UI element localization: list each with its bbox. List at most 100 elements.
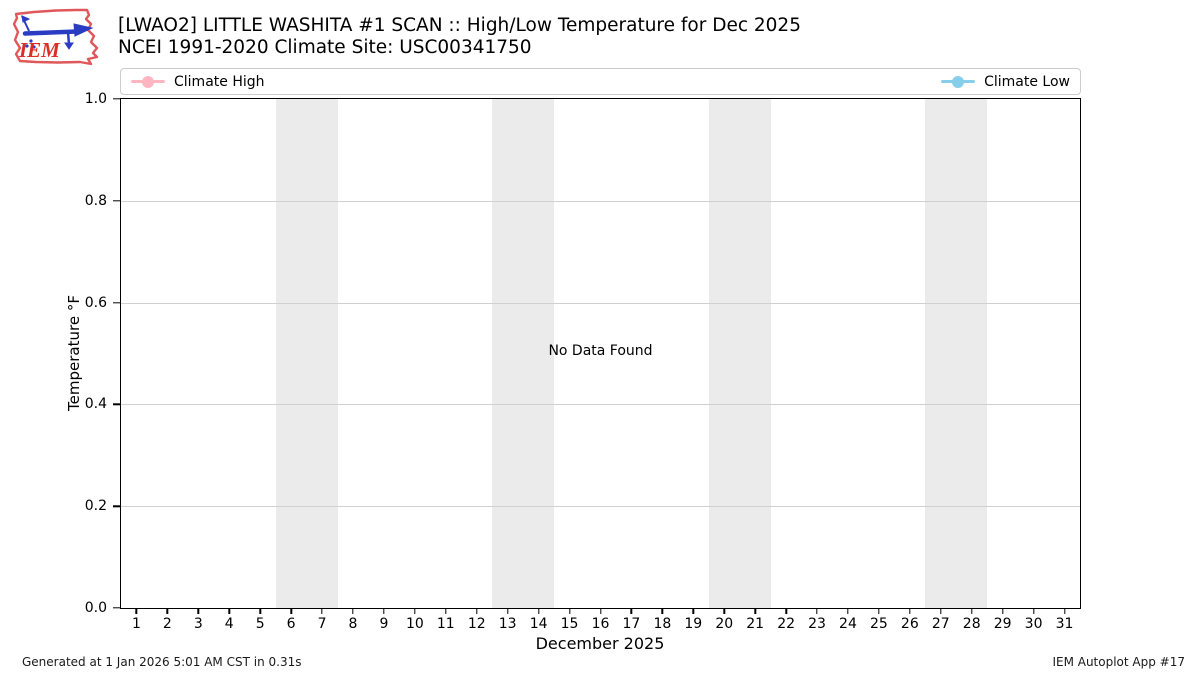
x-tick-mark xyxy=(568,609,571,614)
footer-generated-text: Generated at 1 Jan 2026 5:01 AM CST in 0… xyxy=(22,655,302,669)
footer-app-text: IEM Autoplot App #17 xyxy=(1052,655,1185,669)
x-tick-mark xyxy=(847,609,849,614)
x-tick-mark xyxy=(135,609,138,614)
x-tick-mark xyxy=(1063,609,1066,614)
x-tick-mark xyxy=(692,609,694,614)
weekend-band xyxy=(708,99,771,608)
x-tick-mark xyxy=(197,609,200,614)
x-tick-mark xyxy=(506,609,509,614)
title-line-1: [LWAO2] LITTLE WASHITA #1 SCAN :: High/L… xyxy=(118,15,801,36)
x-tick-label: 17 xyxy=(622,616,641,632)
x-tick-label: 4 xyxy=(224,616,234,632)
x-tick-mark xyxy=(785,609,787,614)
x-tick-mark xyxy=(723,609,725,614)
legend-label-climate-high: Climate High xyxy=(174,73,265,90)
x-tick-label: 10 xyxy=(405,616,424,632)
x-tick-label: 2 xyxy=(162,616,172,632)
y-tick-label: 1.0 xyxy=(84,91,107,107)
x-tick-label: 1 xyxy=(131,616,141,632)
x-tick-label: 8 xyxy=(348,616,358,632)
title-line-2: NCEI 1991-2020 Climate Site: USC00341750 xyxy=(118,37,532,58)
weekend-band xyxy=(492,99,555,608)
x-tick-mark xyxy=(352,609,354,614)
y-gridline xyxy=(121,200,1080,202)
x-tick-mark xyxy=(1032,609,1035,614)
gridlines-layer xyxy=(121,99,1080,608)
weekend-band xyxy=(275,99,338,608)
x-tick-mark xyxy=(878,609,880,614)
no-data-message: No Data Found xyxy=(548,343,653,360)
y-tick-mark xyxy=(113,98,120,100)
y-tick-mark xyxy=(113,607,120,609)
logo-text: IEM xyxy=(18,38,61,62)
x-tick-label: 21 xyxy=(746,616,765,632)
x-tick-mark xyxy=(754,609,756,614)
x-tick-mark xyxy=(476,609,478,614)
x-tick-mark xyxy=(321,609,323,614)
x-tick-label: 30 xyxy=(1024,616,1043,632)
legend-item-climate-low: Climate Low xyxy=(941,74,1070,90)
legend-item-climate-high: Climate High xyxy=(131,74,265,90)
y-axis: 0.0 0.2 0.4 0.6 0.8 1.0 xyxy=(0,91,120,616)
x-tick-mark xyxy=(414,609,416,614)
y-tick-mark xyxy=(113,505,120,507)
x-tick-mark xyxy=(259,609,261,614)
x-tick-label: 9 xyxy=(379,616,389,632)
y-tick-label: 0.2 xyxy=(84,498,107,515)
x-tick-label: 28 xyxy=(962,616,981,632)
x-tick-mark xyxy=(816,609,818,614)
weekend-band xyxy=(925,99,988,608)
x-axis: 1 2 3 4 5 6 7 8 9 10 11 12 13 14 15 16 17 18 19 20 21 22 23 24 2… xyxy=(120,609,1081,637)
y-tick-label: 0.4 xyxy=(84,396,107,413)
y-tick-label: 0.0 xyxy=(84,600,107,616)
x-tick-label: 11 xyxy=(436,616,455,632)
x-tick-label: 27 xyxy=(931,616,950,632)
x-tick-label: 12 xyxy=(467,616,486,632)
x-tick-label: 31 xyxy=(1055,616,1074,632)
x-tick-mark xyxy=(166,609,169,614)
x-tick-mark xyxy=(940,609,942,614)
x-tick-label: 29 xyxy=(993,616,1012,632)
x-tick-mark xyxy=(630,609,633,614)
x-tick-mark xyxy=(971,609,973,614)
x-tick-label: 25 xyxy=(869,616,888,632)
x-axis-title: December 2025 xyxy=(535,634,665,653)
legend: Climate High Climate Low xyxy=(120,68,1081,95)
x-tick-label: 20 xyxy=(715,616,734,632)
x-tick-mark xyxy=(228,609,230,614)
y-tick-label: 0.8 xyxy=(84,192,107,209)
climate-low-marker-icon xyxy=(941,75,976,88)
plot-area: No Data Found xyxy=(120,98,1081,609)
x-tick-label: 14 xyxy=(529,616,548,632)
iem-logo: IEM xyxy=(12,8,99,66)
weekend-bands-layer xyxy=(121,99,1080,608)
x-tick-label: 26 xyxy=(900,616,919,632)
x-tick-mark xyxy=(290,609,292,614)
x-tick-label: 7 xyxy=(317,616,327,632)
x-tick-label: 13 xyxy=(498,616,517,632)
x-tick-label: 3 xyxy=(193,616,203,632)
y-tick-mark xyxy=(113,200,120,202)
x-tick-label: 18 xyxy=(653,616,672,632)
y-tick-mark xyxy=(113,403,120,406)
x-tick-mark xyxy=(1001,609,1004,614)
x-tick-mark xyxy=(383,609,385,614)
x-tick-mark xyxy=(661,609,664,614)
weathervane-icon xyxy=(21,15,94,50)
climate-high-marker-icon xyxy=(131,75,165,88)
x-tick-mark xyxy=(537,609,540,614)
x-tick-mark xyxy=(909,609,911,614)
x-tick-label: 23 xyxy=(808,616,826,632)
y-tick-label: 0.6 xyxy=(84,294,107,311)
x-tick-mark xyxy=(445,609,447,614)
y-gridline xyxy=(121,404,1080,406)
legend-label-climate-low: Climate Low xyxy=(984,73,1070,90)
x-tick-label: 24 xyxy=(839,616,857,632)
x-tick-label: 16 xyxy=(591,616,610,632)
x-tick-label: 15 xyxy=(560,616,579,632)
iowa-outline-icon xyxy=(12,8,99,66)
chart-title: [LWAO2] LITTLE WASHITA #1 SCAN :: High/L… xyxy=(118,15,801,59)
x-tick-mark xyxy=(599,609,602,614)
x-tick-label: 5 xyxy=(255,616,265,632)
